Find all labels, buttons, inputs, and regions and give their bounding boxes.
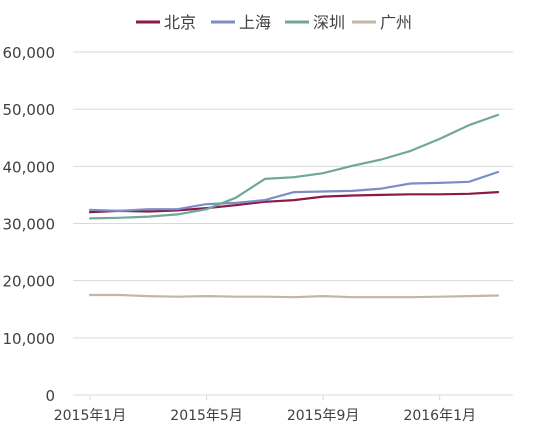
y-tick-label: 10,000 [3, 330, 56, 348]
series-line-2 [88, 113, 500, 220]
series-line-3 [88, 293, 500, 299]
series-lines [88, 113, 500, 299]
gridlines [73, 51, 513, 396]
y-tick-label: 20,000 [3, 273, 56, 291]
legend-label: 深圳 [313, 13, 345, 32]
y-tick-label: 0 [45, 387, 55, 405]
legend: 北京 上海 深圳 广州 [136, 13, 412, 32]
series-line-0 [88, 191, 500, 214]
x-tick-label: 2016年1月 [403, 408, 476, 424]
y-tick-label: 50,000 [3, 101, 56, 119]
y-tick-label: 30,000 [3, 216, 56, 234]
y-tick-label: 40,000 [3, 158, 56, 176]
x-tick-label: 2015年9月 [287, 408, 360, 424]
x-tick-label: 2015年1月 [54, 408, 127, 424]
x-tick-label: 2015年5月 [170, 408, 243, 424]
y-axis: 0 10,000 20,000 30,000 40,000 50,000 60,000 [3, 44, 56, 405]
y-tick-label: 60,000 [3, 44, 56, 62]
legend-label: 北京 [164, 13, 196, 32]
legend-label: 广州 [380, 13, 412, 32]
x-axis: 2015年1月 2015年5月 2015年9月 2016年1月 [54, 395, 476, 424]
series-line-1 [88, 170, 500, 212]
legend-label: 上海 [239, 13, 271, 32]
